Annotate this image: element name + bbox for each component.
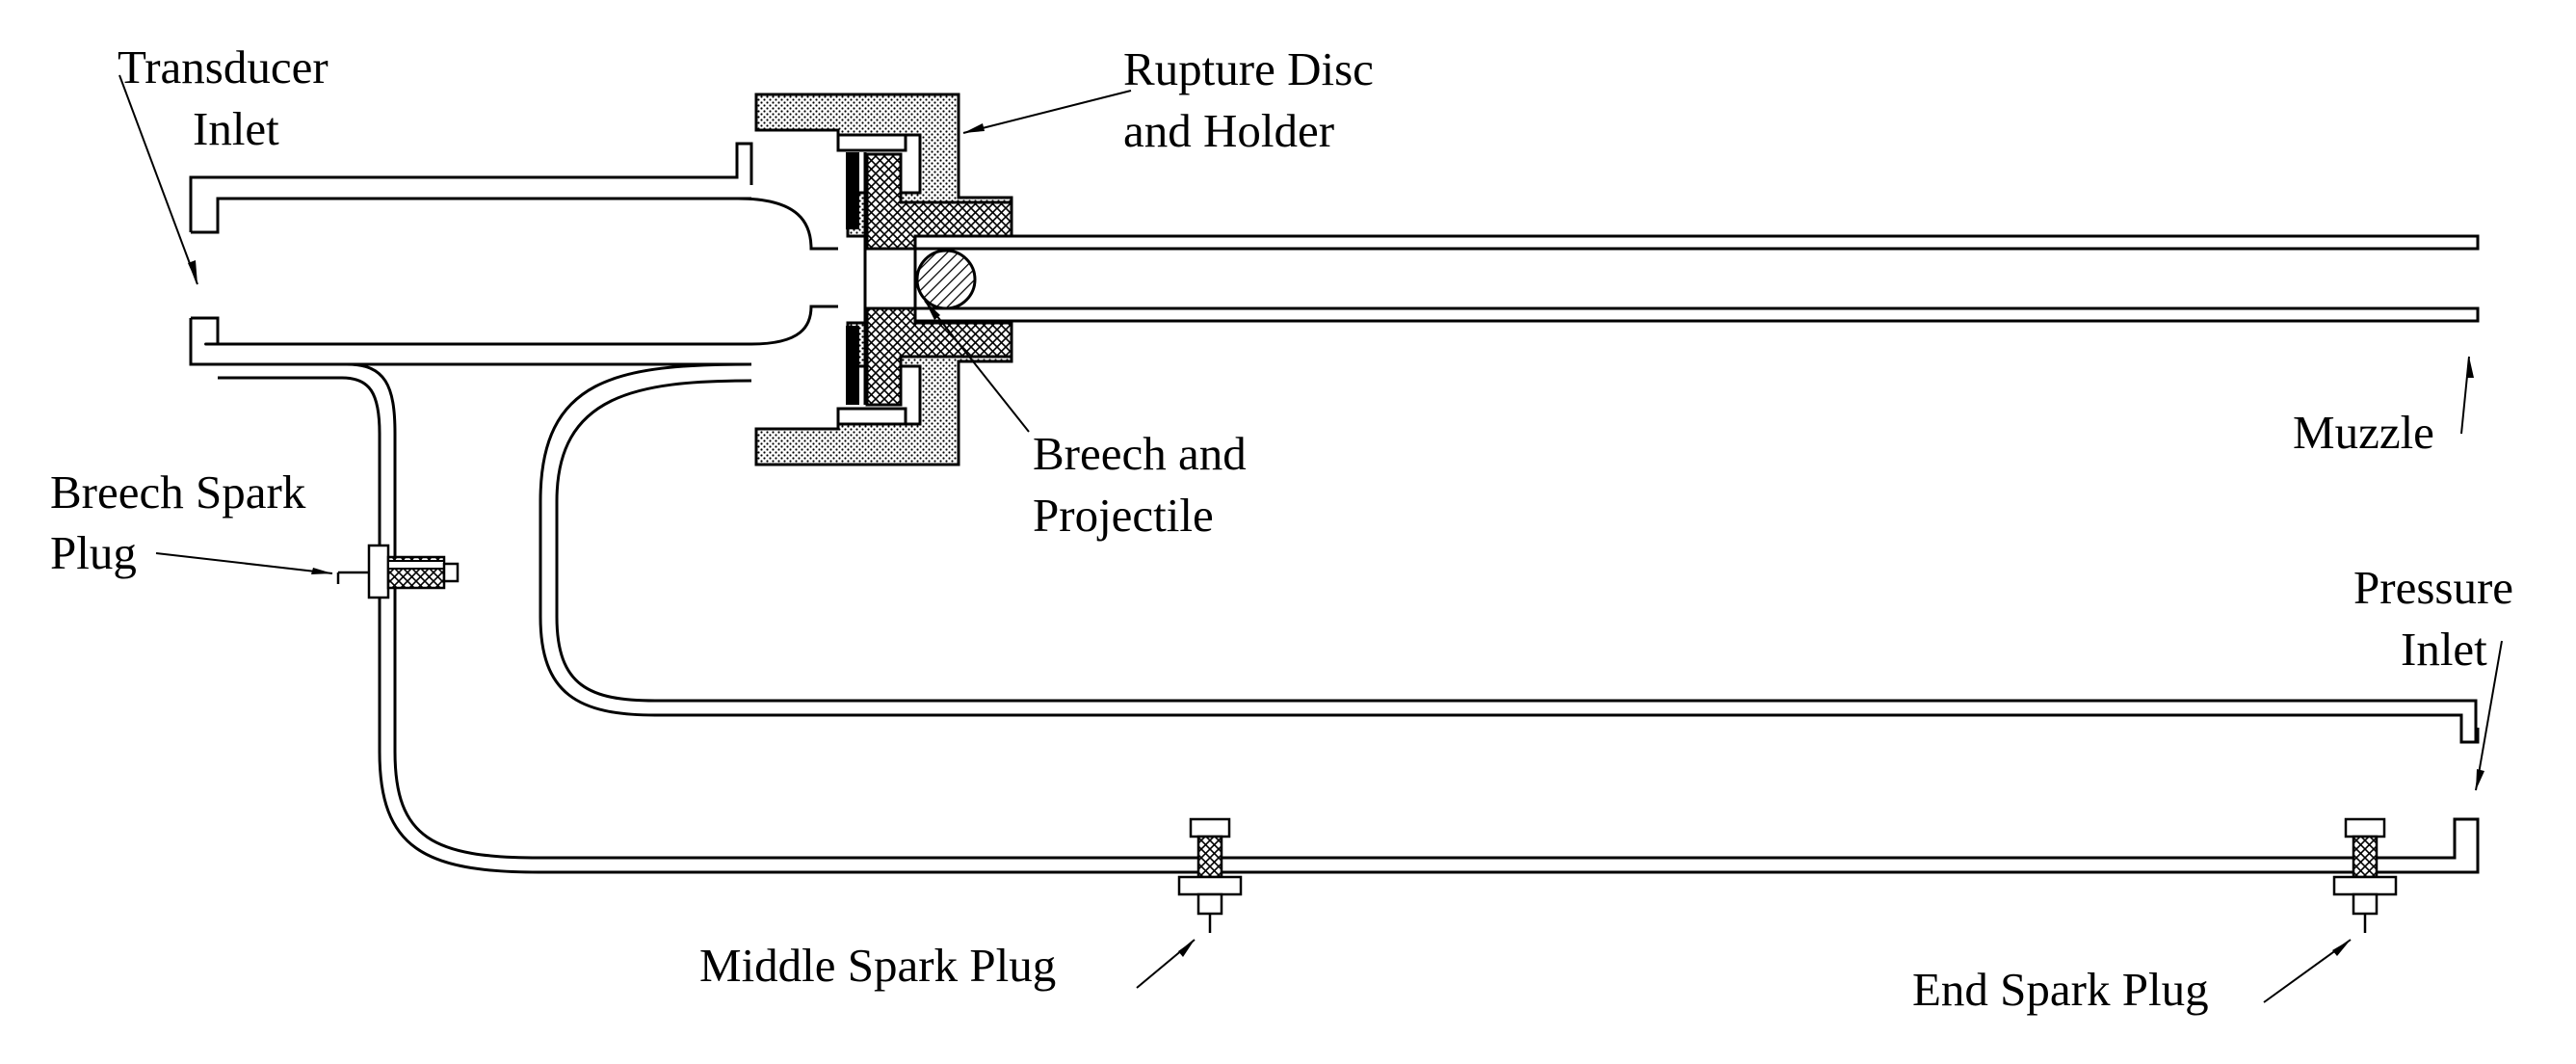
rupture-disc-icon <box>846 152 867 405</box>
label-breech-spark-plug: Breech Spark Plug <box>50 466 306 579</box>
end-spark-plug-icon <box>2332 817 2398 935</box>
svg-text:Transducer: Transducer <box>118 40 329 93</box>
svg-text:Breech Spark: Breech Spark <box>50 466 306 519</box>
svg-text:Pressure: Pressure <box>2353 561 2513 614</box>
svg-text:Rupture Disc: Rupture Disc <box>1123 42 1374 95</box>
svg-text:Breech and: Breech and <box>1033 427 1247 480</box>
middle-spark-plug-icon <box>1177 817 1243 935</box>
label-middle-spark-plug: Middle Spark Plug <box>699 939 1056 992</box>
return-tube <box>539 362 2480 744</box>
lower-tube <box>216 362 2480 874</box>
label-end-spark-plug: End Spark Plug <box>1912 963 2209 1016</box>
svg-text:Muzzle: Muzzle <box>2293 406 2434 459</box>
projectile-icon <box>915 249 977 310</box>
svg-text:Inlet: Inlet <box>193 102 279 155</box>
label-muzzle: Muzzle <box>2293 406 2434 459</box>
label-pressure-inlet: Pressure Inlet <box>2353 561 2513 676</box>
svg-text:and Holder: and Holder <box>1123 104 1334 157</box>
upper-tube <box>189 142 838 366</box>
breech-assembly <box>754 93 1013 466</box>
label-rupture-disc: Rupture Disc and Holder <box>1123 42 1374 157</box>
leader-lines <box>118 74 2503 1003</box>
svg-text:Inlet: Inlet <box>2401 623 2487 676</box>
svg-text:Middle Spark Plug: Middle Spark Plug <box>699 939 1056 992</box>
svg-text:End Spark Plug: End Spark Plug <box>1912 963 2209 1016</box>
label-transducer-inlet: Transducer Inlet <box>118 40 329 155</box>
breech-spark-plug-icon <box>336 544 460 599</box>
barrel <box>913 234 2480 323</box>
svg-text:Projectile: Projectile <box>1033 489 1214 542</box>
svg-text:Plug: Plug <box>50 526 137 579</box>
label-breech-projectile: Breech and Projectile <box>1033 427 1247 542</box>
